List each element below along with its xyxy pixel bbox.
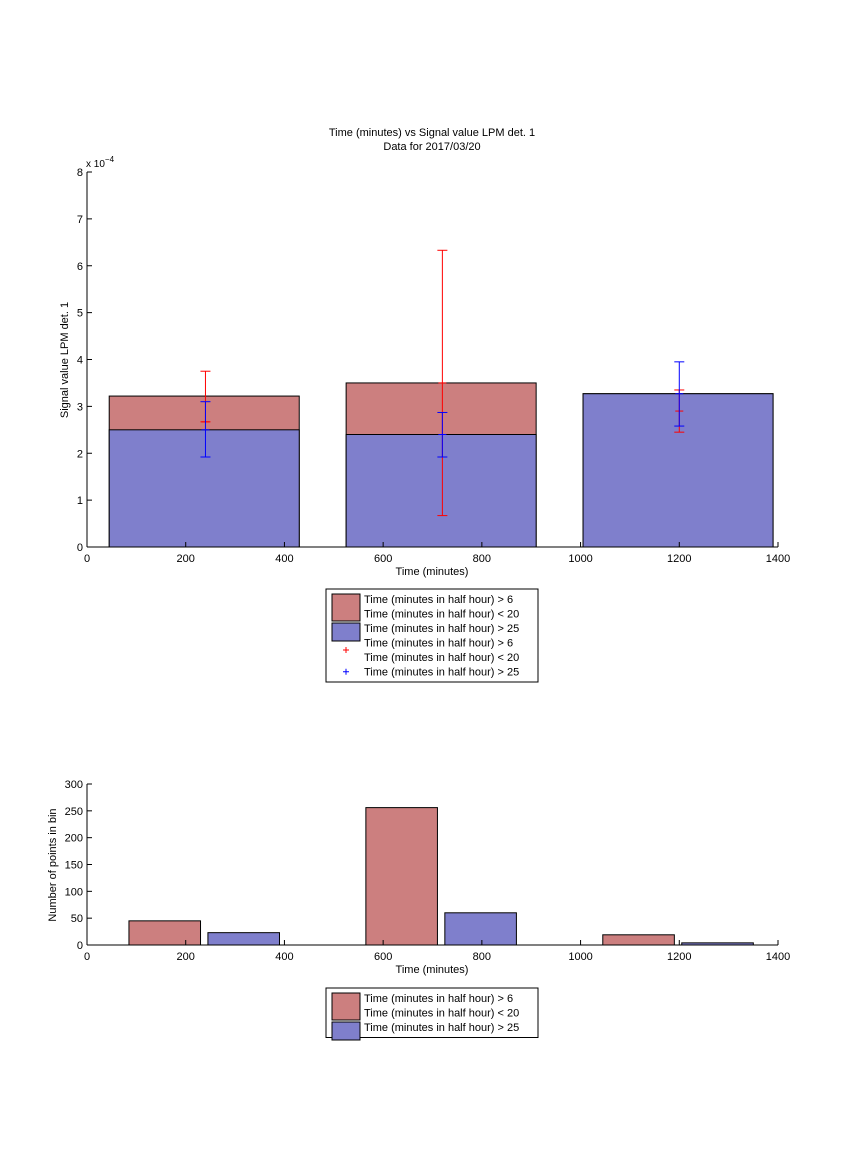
y-tick-label: 0 — [77, 542, 83, 554]
y-tick-label: 5 — [77, 308, 83, 320]
y-axis-label: Number of points in bin — [47, 808, 59, 921]
y-tick-label: 100 — [65, 886, 83, 898]
x-tick-label: 1200 — [667, 553, 691, 565]
x-tick-label: 1400 — [766, 553, 790, 565]
x-tick-label: 800 — [473, 951, 491, 963]
y-axis-label: Signal value LPM det. 1 — [59, 302, 71, 418]
bar-series-b — [582, 393, 774, 548]
legend-label: Time (minutes in half hour) > 6 — [364, 594, 513, 606]
legend-label: Time (minutes in half hour) < 20 — [364, 1008, 519, 1020]
legend-label: Time (minutes in half hour) > 25 — [364, 1022, 519, 1034]
legend: Time (minutes in half hour) > 6 Time (min… — [325, 588, 539, 683]
x-tick-label: 200 — [177, 951, 195, 963]
y-tick-label: 300 — [65, 779, 83, 791]
signal-chart: Time (minutes) vs Signal value LPM det. … — [59, 127, 790, 683]
legend-label: Time (minutes in half hour) > 6 — [364, 993, 513, 1005]
x-tick-label: 200 — [177, 553, 195, 565]
y-tick-label: 8 — [77, 167, 83, 179]
y-tick-label: 6 — [77, 261, 83, 273]
chart-title: Time (minutes) vs Signal value LPM det. … — [329, 127, 535, 139]
y-tick-label: 2 — [77, 448, 83, 460]
y-tick-label: 250 — [65, 806, 83, 818]
legend-box — [325, 987, 539, 1038]
legend-label: Time (minutes in half hour) > 25 — [364, 623, 519, 635]
x-tick-label: 400 — [275, 553, 293, 565]
x-tick-label: 0 — [84, 553, 90, 565]
count-chart: 0 200 400 600 800 1000 1200 1400 0 50 100 150 200 250… — [47, 779, 790, 1041]
legend-swatch-b — [331, 622, 361, 642]
bar-series-b — [345, 434, 537, 548]
legend-swatch-a — [331, 593, 361, 622]
bar-series-a — [365, 807, 438, 946]
legend: Time (minutes in half hour) > 6 Time (min… — [325, 987, 539, 1041]
x-tick-label: 600 — [374, 553, 392, 565]
y-tick-label: 0 — [77, 940, 83, 952]
legend-swatch-b — [331, 1021, 361, 1041]
bar-series-b — [207, 932, 280, 946]
bar-series-b — [444, 912, 517, 946]
y-tick-label: 200 — [65, 833, 83, 845]
x-tick-label: 1200 — [667, 951, 691, 963]
y-tick-label: 3 — [77, 401, 83, 413]
x-tick-label: 800 — [473, 553, 491, 565]
x-tick-label: 1000 — [568, 553, 592, 565]
legend-label: Time (minutes in half hour) < 20 — [364, 609, 519, 621]
bar-series-b — [108, 429, 300, 548]
legend-swatch-a — [331, 992, 361, 1021]
x-tick-label: 0 — [84, 951, 90, 963]
x-axis-label: Time (minutes) — [396, 964, 469, 976]
y-tick-label: 150 — [65, 860, 83, 872]
x-tick-label: 400 — [275, 951, 293, 963]
legend-label: Time (minutes in half hour) < 20 — [364, 652, 519, 664]
chart-subtitle: Data for 2017/03/20 — [383, 141, 480, 153]
y-tick-label: 50 — [71, 913, 83, 925]
x-tick-label: 1400 — [766, 951, 790, 963]
y-tick-label: 7 — [77, 214, 83, 226]
bar-series-a — [128, 920, 202, 946]
x-tick-label: 1000 — [568, 951, 592, 963]
bar-series-a — [602, 934, 675, 946]
legend-label: Time (minutes in half hour) > 6 — [364, 638, 513, 650]
y-tick-label: 4 — [77, 355, 83, 367]
y-exponent-label: x 10−4 — [86, 155, 115, 170]
legend-box — [325, 588, 539, 683]
x-tick-label: 600 — [374, 951, 392, 963]
x-axis-label: Time (minutes) — [396, 566, 469, 578]
y-tick-label: 1 — [77, 495, 83, 507]
legend-label: Time (minutes in half hour) > 25 — [364, 667, 519, 679]
